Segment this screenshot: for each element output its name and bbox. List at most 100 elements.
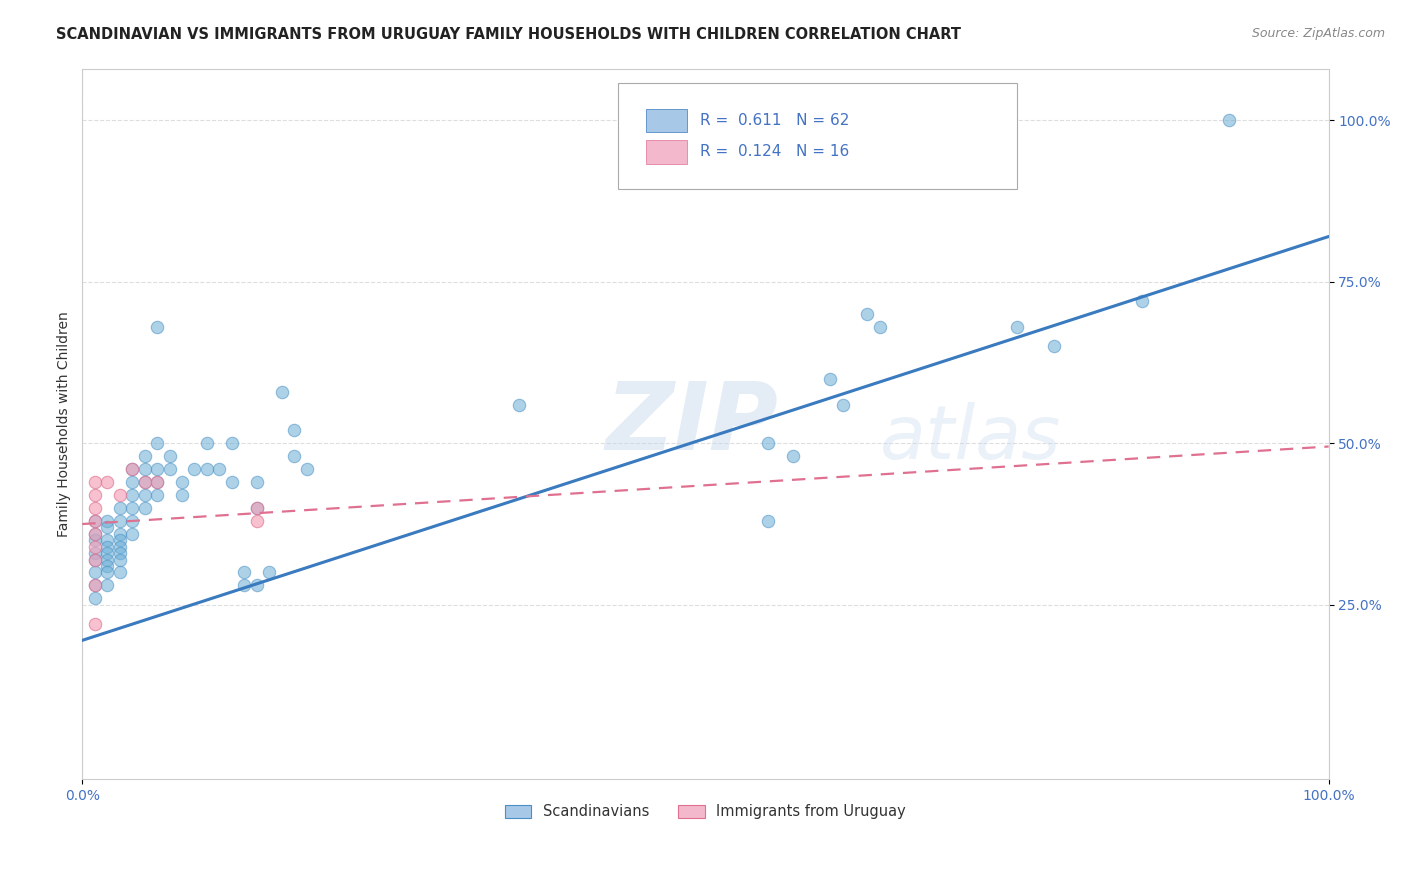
Point (121, 462, 143, 476)
Point (83, 526, 105, 541)
Point (83, 526, 105, 541)
Point (83, 617, 105, 632)
Point (96, 552, 118, 566)
Point (1005, 320, 1028, 334)
Point (221, 436, 243, 450)
Point (756, 436, 779, 450)
Text: atlas: atlas (880, 402, 1062, 475)
Point (246, 578, 269, 592)
Point (756, 514, 779, 528)
Point (134, 475, 156, 489)
Point (1043, 339, 1066, 353)
Text: R =  0.124   N = 16: R = 0.124 N = 16 (700, 145, 849, 159)
Point (831, 397, 853, 411)
Point (159, 449, 181, 463)
Point (134, 462, 156, 476)
Point (818, 372, 841, 386)
Point (195, 462, 218, 476)
Point (121, 488, 143, 502)
Point (108, 500, 131, 515)
Point (146, 488, 169, 502)
Point (83, 578, 105, 592)
Text: ZIP: ZIP (606, 378, 779, 470)
Point (83, 500, 105, 515)
Point (246, 514, 269, 528)
FancyBboxPatch shape (619, 83, 1017, 189)
Point (195, 436, 218, 450)
Point (108, 533, 131, 548)
Point (1130, 294, 1153, 309)
Point (856, 307, 879, 321)
Point (134, 500, 156, 515)
Point (134, 449, 156, 463)
Point (83, 514, 105, 528)
Point (96, 540, 118, 554)
Point (96, 546, 118, 560)
Point (283, 449, 305, 463)
Point (134, 475, 156, 489)
Point (869, 320, 891, 334)
Legend: Scandinavians, Immigrants from Uruguay: Scandinavians, Immigrants from Uruguay (499, 798, 912, 825)
Point (246, 500, 269, 515)
Point (108, 514, 131, 528)
Point (83, 552, 105, 566)
Point (83, 578, 105, 592)
Point (96, 578, 118, 592)
Text: SCANDINAVIAN VS IMMIGRANTS FROM URUGUAY FAMILY HOUSEHOLDS WITH CHILDREN CORRELAT: SCANDINAVIAN VS IMMIGRANTS FROM URUGUAY … (56, 27, 962, 42)
Point (146, 475, 169, 489)
Point (83, 552, 105, 566)
Text: R =  0.611   N = 62: R = 0.611 N = 62 (700, 113, 849, 128)
Point (233, 566, 256, 580)
Point (83, 514, 105, 528)
Point (83, 591, 105, 606)
Point (221, 475, 243, 489)
Point (96, 475, 118, 489)
Point (159, 462, 181, 476)
Point (83, 546, 105, 560)
Point (96, 559, 118, 574)
Point (134, 488, 156, 502)
Point (146, 475, 169, 489)
Point (96, 520, 118, 534)
Point (233, 578, 256, 592)
Point (121, 475, 143, 489)
Point (121, 514, 143, 528)
Point (108, 526, 131, 541)
Point (83, 566, 105, 580)
Point (96, 533, 118, 548)
Point (146, 462, 169, 476)
Point (83, 540, 105, 554)
Point (146, 320, 169, 334)
Point (83, 488, 105, 502)
Point (170, 488, 193, 502)
Point (508, 397, 530, 411)
FancyBboxPatch shape (645, 109, 686, 133)
Point (108, 552, 131, 566)
Point (96, 514, 118, 528)
Point (108, 566, 131, 580)
FancyBboxPatch shape (645, 140, 686, 164)
Text: Source: ZipAtlas.com: Source: ZipAtlas.com (1251, 27, 1385, 40)
Point (170, 475, 193, 489)
Point (246, 500, 269, 515)
Point (108, 488, 131, 502)
Point (295, 462, 318, 476)
Point (283, 423, 305, 437)
Point (270, 384, 292, 399)
Point (183, 462, 205, 476)
Point (96, 566, 118, 580)
Point (83, 475, 105, 489)
Point (83, 533, 105, 548)
Point (108, 540, 131, 554)
Point (121, 526, 143, 541)
Point (146, 436, 169, 450)
Point (782, 449, 804, 463)
Point (121, 462, 143, 476)
Point (121, 500, 143, 515)
Point (1218, 113, 1240, 128)
Point (257, 566, 280, 580)
Point (108, 546, 131, 560)
Point (246, 475, 269, 489)
Y-axis label: Family Households with Children: Family Households with Children (58, 311, 72, 537)
Point (208, 462, 231, 476)
